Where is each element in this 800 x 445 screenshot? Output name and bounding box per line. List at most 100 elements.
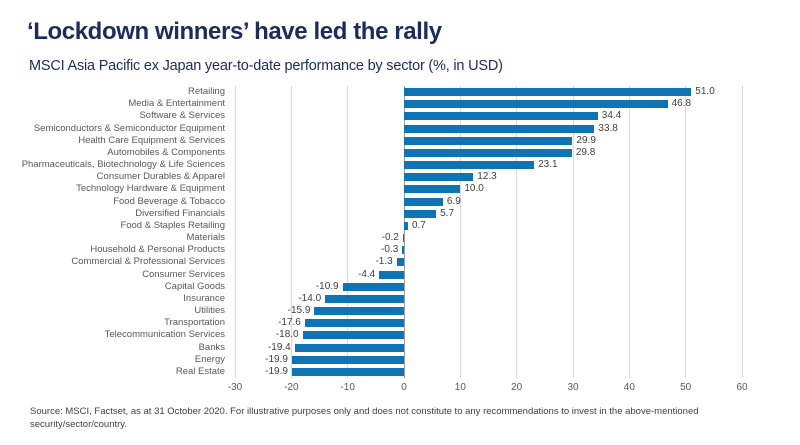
value-label: -0.3 — [381, 244, 399, 256]
gridline — [516, 86, 518, 378]
value-label: -18.0 — [275, 329, 299, 341]
x-tick-label: -20 — [284, 382, 299, 393]
value-label: 5.7 — [440, 207, 455, 219]
bar — [404, 221, 408, 230]
category-label: Capital Goods — [164, 280, 225, 292]
category-label: Consumer Services — [142, 268, 225, 280]
x-tick-label: 10 — [454, 382, 466, 393]
bar — [404, 148, 572, 157]
bar — [404, 197, 443, 206]
gridline — [628, 86, 630, 378]
category-label: Software & Services — [139, 110, 225, 122]
bar — [294, 343, 404, 352]
bar — [402, 246, 404, 255]
category-label: Health Care Equipment & Services — [78, 134, 225, 146]
category-label: Media & Entertainment — [128, 98, 225, 110]
value-label: -14.0 — [298, 292, 322, 304]
category-label: Transportation — [164, 317, 225, 329]
category-label: Commercial & Professional Services — [71, 256, 225, 268]
x-tick-label: -30 — [227, 382, 243, 393]
bar — [291, 355, 404, 364]
category-label: Real Estate — [175, 365, 225, 377]
value-label: 34.4 — [601, 110, 622, 122]
bar — [404, 112, 598, 121]
bar — [396, 258, 404, 267]
value-label: 23.1 — [538, 159, 558, 170]
bar — [404, 124, 595, 133]
gridline — [234, 86, 236, 378]
bar — [325, 294, 404, 303]
category-label: Food & Staples Retailing — [120, 219, 225, 231]
category-label: Automobiles & Components — [107, 146, 225, 158]
value-label: 6.9 — [446, 195, 461, 207]
bar — [291, 367, 404, 376]
x-axis: -30 -20 -10 0 10 20 30 40 50 60 — [228, 382, 748, 396]
value-label: 51.0 — [695, 86, 715, 97]
gridline — [741, 86, 743, 378]
gridline — [572, 86, 574, 378]
plot-area: 51.0 46.8 34.4 33.8 29.9 29.8 23.1 12.3 10.0 6.9 5… — [234, 86, 743, 378]
value-label: -19.4 — [267, 341, 291, 353]
value-label: -4.4 — [357, 268, 376, 280]
bar — [404, 88, 692, 97]
value-label: -0.2 — [381, 232, 399, 243]
value-label: -17.6 — [278, 317, 301, 329]
x-tick-label: 0 — [401, 382, 407, 393]
bar — [379, 270, 404, 279]
category-label: Food Beverage & Tobacco — [113, 195, 225, 207]
bar — [314, 307, 404, 316]
bar — [402, 234, 404, 243]
bar — [404, 100, 668, 109]
category-label: Materials — [186, 232, 225, 243]
category-labels: Retailing Media & Entertainment Software &… — [0, 86, 225, 378]
value-label: 10.0 — [464, 183, 484, 195]
bar — [404, 209, 437, 218]
gridline — [459, 86, 461, 378]
zero-axis-line — [403, 86, 405, 378]
bar — [404, 136, 573, 145]
value-label: 29.9 — [576, 134, 596, 146]
x-tick-label: -10 — [340, 382, 355, 393]
source-note: Source: MSCI, Factset, as at 31 October … — [30, 406, 699, 430]
gridline — [290, 86, 292, 378]
value-label: 33.8 — [598, 122, 618, 134]
value-label: 46.8 — [671, 98, 692, 110]
category-label: Insurance — [183, 292, 225, 304]
bar — [404, 161, 535, 170]
chart-subtitle: MSCI Asia Pacific ex Japan year-to-date … — [29, 58, 503, 74]
x-tick-label: 60 — [736, 382, 748, 393]
value-label: 12.3 — [477, 171, 497, 183]
x-tick-label: 50 — [680, 382, 692, 393]
value-label: -19.9 — [265, 353, 288, 365]
category-label: Pharmaceuticals, Biotechnology & Life Sc… — [21, 159, 225, 170]
bar — [342, 282, 404, 291]
category-label: Telecommunication Services — [104, 329, 225, 341]
value-label: 0.7 — [411, 219, 426, 231]
x-tick-label: 30 — [567, 382, 579, 393]
bar — [404, 185, 461, 194]
category-label: Energy — [194, 353, 225, 365]
value-label: 29.8 — [575, 146, 596, 158]
value-label: -10.9 — [315, 280, 339, 292]
category-label: Household & Personal Products — [90, 244, 225, 256]
value-label: -15.9 — [287, 305, 311, 316]
gridline — [347, 86, 349, 378]
bar — [404, 173, 474, 182]
bar — [302, 331, 404, 340]
page-title: ‘Lockdown winners’ have led the rally — [27, 18, 442, 45]
category-label: Banks — [198, 341, 225, 353]
bar — [304, 319, 404, 328]
category-label: Utilities — [194, 305, 225, 316]
x-tick-label: 20 — [511, 382, 523, 393]
x-tick-label: 40 — [623, 382, 635, 393]
category-label: Consumer Durables & Apparel — [96, 171, 225, 183]
category-label: Technology Hardware & Equipment — [76, 183, 225, 195]
value-label: -19.9 — [265, 365, 288, 377]
category-label: Retailing — [188, 86, 225, 97]
category-label: Semiconductors & Semiconductor Equipment — [33, 122, 225, 134]
gridline — [685, 86, 687, 378]
category-label: Diversified Financials — [135, 207, 225, 219]
value-label: -1.3 — [375, 256, 393, 268]
